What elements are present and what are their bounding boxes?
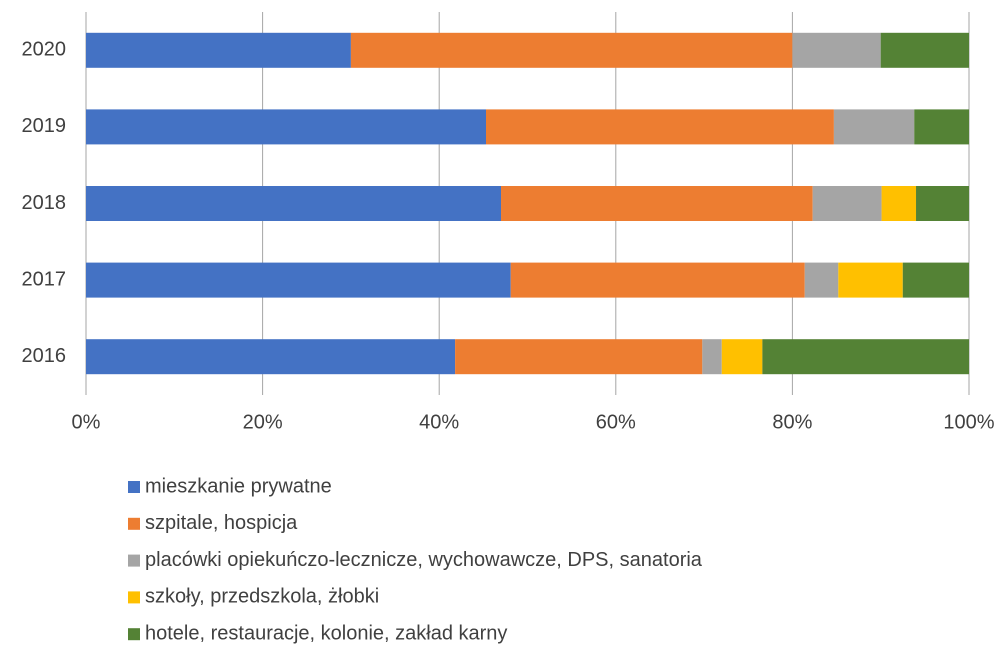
x-tick-label: 80% (772, 411, 812, 433)
bar-segment (721, 339, 763, 375)
bar-segment (702, 339, 722, 375)
bar-segment (455, 339, 703, 375)
bar-segment (833, 109, 915, 145)
bar-segment (86, 339, 456, 375)
legend-label: szpitale, hospicja (145, 512, 298, 534)
bar-segment (902, 262, 969, 298)
bar-segment (838, 262, 903, 298)
legend-label: mieszkanie prywatne (145, 475, 332, 497)
bar-segment (804, 262, 839, 298)
bar-segment (350, 32, 793, 68)
legend-swatch (128, 554, 140, 567)
bar-segment (762, 339, 969, 375)
y-tick-label: 2016 (22, 345, 67, 367)
bar-segment (914, 109, 969, 145)
bar-segment (485, 109, 834, 145)
legend-label: hotele, restauracje, kolonie, zakład kar… (145, 622, 507, 644)
bar-segment (86, 186, 502, 221)
bar-segment (86, 109, 486, 145)
legend-swatch (128, 628, 140, 641)
y-tick-label: 2019 (22, 115, 67, 137)
legend-swatch (128, 517, 140, 530)
legend-swatch (128, 481, 140, 493)
bar-segment (881, 186, 917, 221)
y-tick-label: 2018 (22, 192, 67, 214)
bar-segment (510, 262, 805, 298)
x-tick-label: 0% (72, 411, 101, 433)
bar-segment (916, 186, 969, 221)
bar-segment (501, 186, 813, 221)
legend-swatch (128, 591, 140, 604)
bar-segment (880, 32, 969, 68)
x-tick-label: 40% (419, 411, 459, 433)
y-tick-label: 2017 (22, 268, 67, 290)
x-tick-label: 20% (243, 411, 283, 433)
bar-segment (86, 32, 351, 68)
y-tick-label: 2020 (22, 39, 67, 61)
legend-label: szkoły, przedszkola, żłobki (145, 586, 379, 608)
bar-segment (86, 262, 511, 298)
bar-segment (812, 186, 882, 221)
legend-label: placówki opiekuńczo-lecznicze, wychowawc… (145, 549, 703, 571)
x-tick-label: 60% (596, 411, 636, 433)
bar-segment (792, 32, 881, 68)
x-tick-label: 100% (943, 411, 994, 433)
